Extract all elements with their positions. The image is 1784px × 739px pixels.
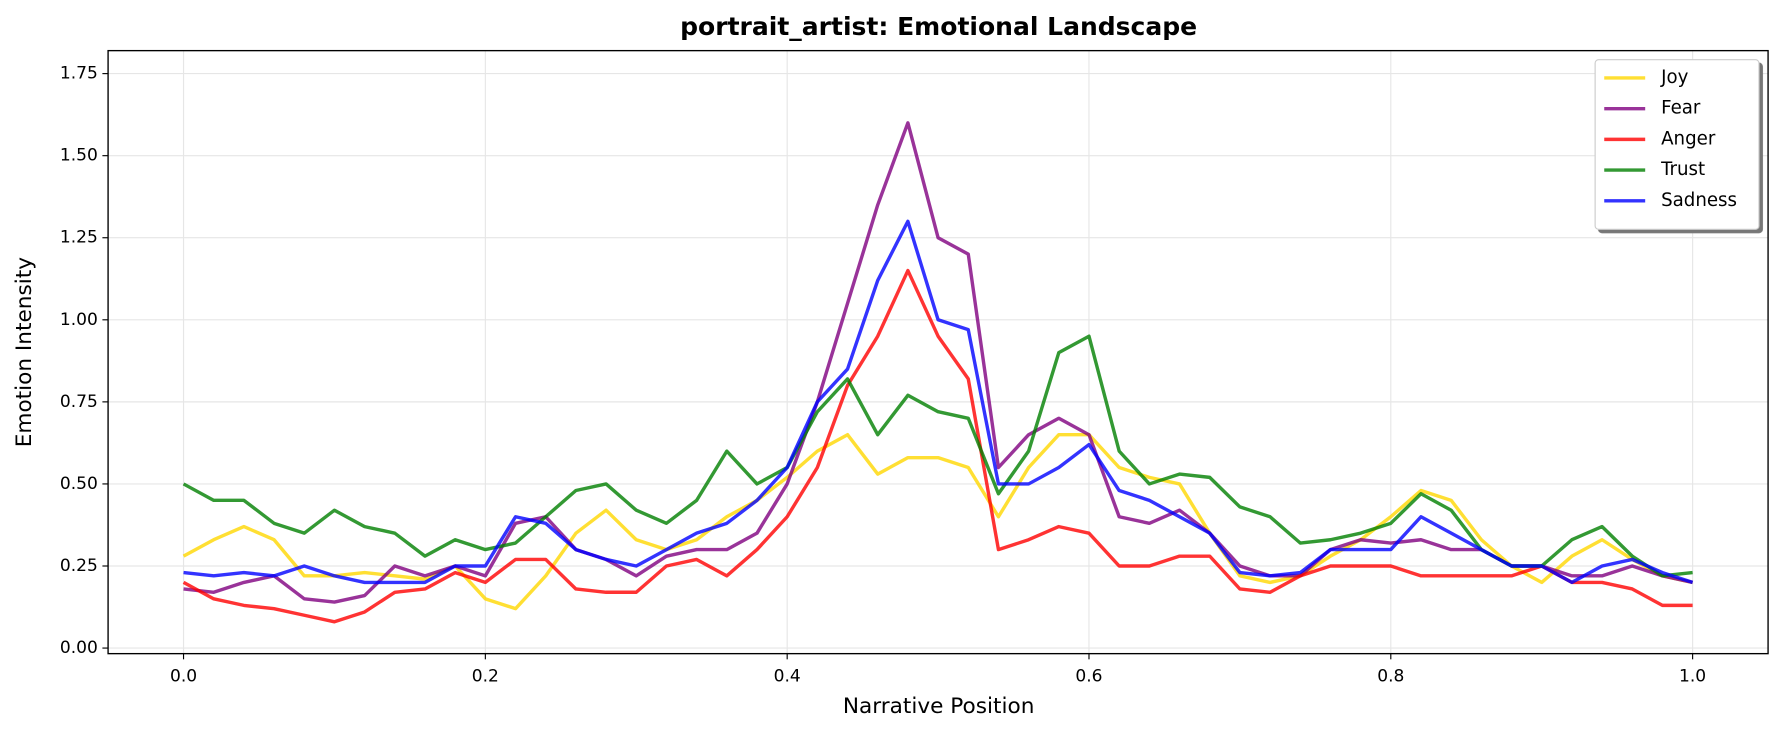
grid (108, 50, 1769, 654)
legend-label: Anger (1661, 128, 1716, 149)
x-tick-label: 1.0 (1679, 666, 1706, 686)
x-tick-label: 0.8 (1377, 666, 1404, 686)
legend-label: Fear (1661, 98, 1701, 119)
y-tick-label: 0.75 (60, 392, 98, 412)
series-line (182, 334, 1693, 578)
y-tick-label: 1.75 (60, 64, 98, 84)
legend-label: Trust (1660, 159, 1705, 180)
x-tick-label: 0.6 (1075, 666, 1102, 686)
x-axis-label: Narrative Position (843, 694, 1035, 719)
series-line (182, 268, 1693, 624)
plot-frame (107, 49, 1769, 655)
y-tick-label: 1.50 (60, 146, 98, 166)
legend-label: Joy (1660, 67, 1688, 88)
legend: Joy Fear Anger Trust Sadness (1594, 59, 1760, 230)
y-tick-label: 1.25 (60, 228, 98, 248)
legend-label: Sadness (1661, 190, 1737, 211)
y-tick-label: 0.25 (60, 556, 98, 576)
x-tick-label: 0.4 (774, 666, 801, 686)
series-line (183, 219, 1694, 585)
y-axis-label: Emotion Intensity (12, 257, 37, 447)
y-tick-label: 0.00 (60, 638, 98, 658)
chart-title: portrait_artist: Emotional Landscape (680, 12, 1197, 41)
series-line (182, 432, 1693, 611)
x-tick-label: 0.2 (472, 666, 499, 686)
ticks: 0.0 0.2 0.4 0.6 0.8 1.0 0.00 0.25 0.50 0.75 1.00 1.… (60, 64, 1706, 687)
legend-box (1594, 59, 1760, 230)
series-line (183, 121, 1693, 604)
y-tick-label: 0.50 (60, 474, 98, 494)
x-tick-label: 0.0 (170, 666, 197, 686)
y-tick-label: 1.00 (60, 310, 98, 330)
plot-lines (182, 121, 1694, 624)
